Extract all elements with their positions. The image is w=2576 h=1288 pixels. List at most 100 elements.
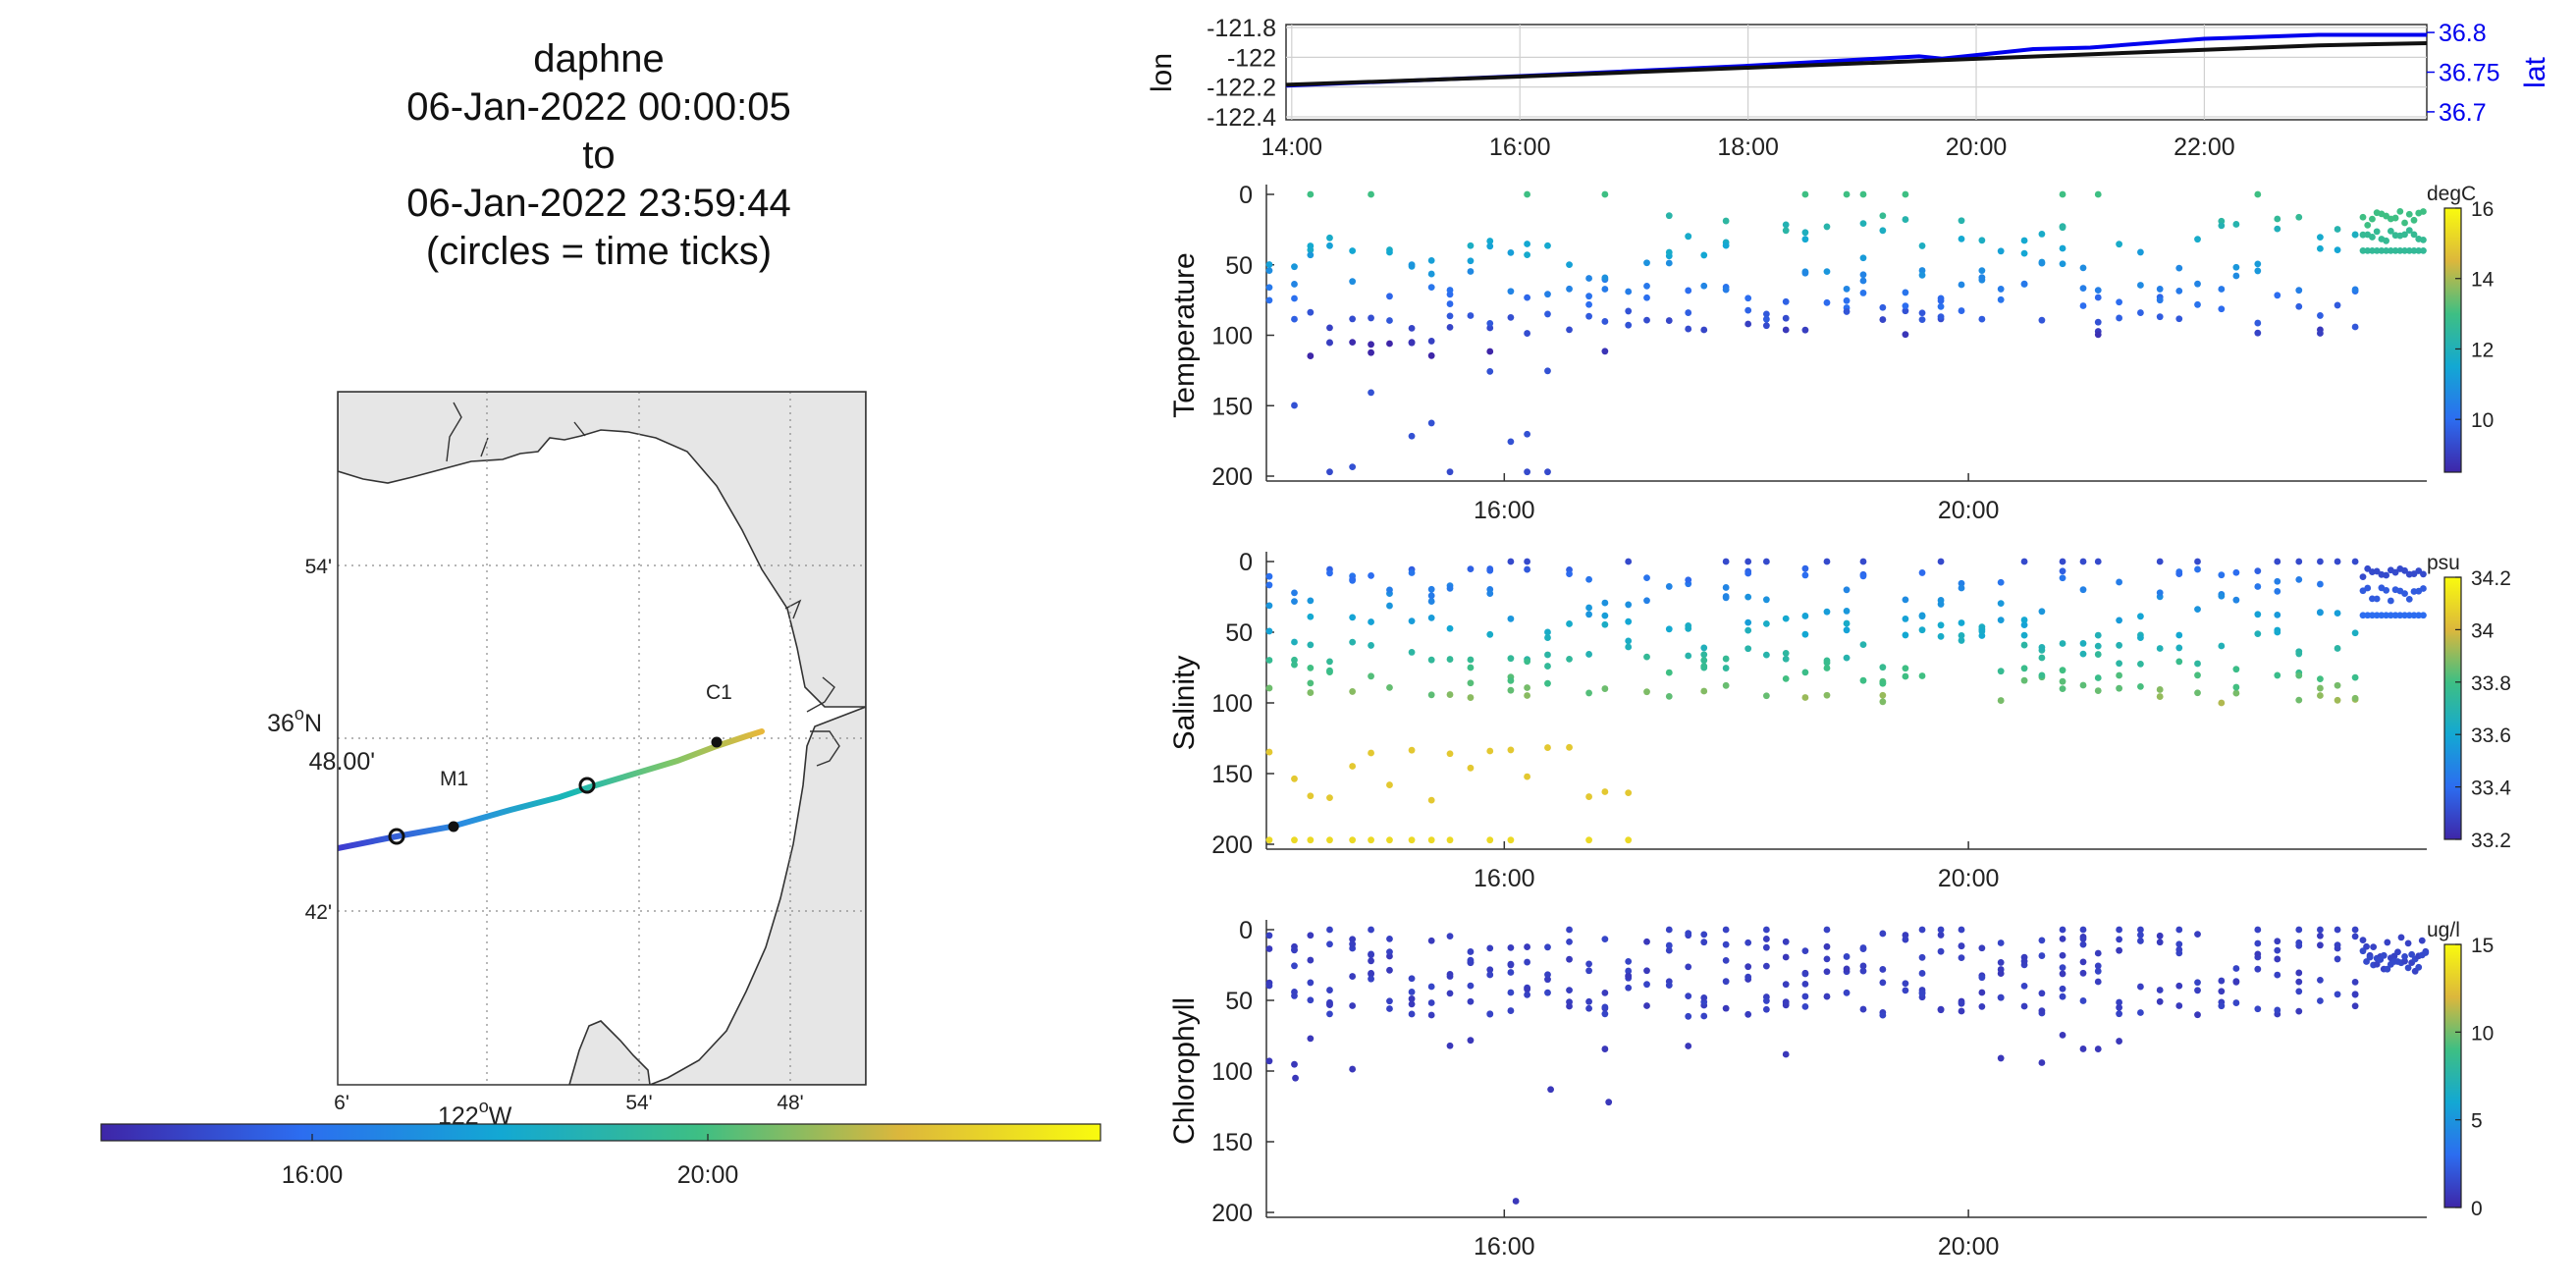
temperature-point (2369, 234, 2376, 241)
chlorophyll-point (1843, 989, 1851, 996)
temperature-point (2079, 285, 2087, 293)
chlorophyll-point (2384, 965, 2391, 973)
temperature-point (1524, 241, 1531, 247)
temperature-point (1544, 242, 1551, 249)
temperature-point (1685, 287, 1692, 295)
chlorophyll-point (1665, 982, 1673, 990)
chlorophyll-point (2079, 958, 2087, 966)
temperature-point (2232, 272, 2240, 280)
chlorophyll-point (2317, 932, 2324, 939)
chlorophyll-point (1782, 981, 1790, 989)
chlorophyll-point (2079, 935, 2087, 942)
salinity-point (2383, 571, 2390, 579)
salinity-point (1507, 558, 1515, 565)
chlorophyll-point (2422, 949, 2430, 956)
lat-axis-label: lat (2519, 56, 2551, 87)
salinity-point (2194, 606, 2201, 614)
salinity-point (1427, 691, 1435, 699)
salinity-point (1307, 664, 1315, 671)
station-m1-label: M1 (440, 768, 468, 790)
salinity-point (2420, 612, 2427, 619)
chlorophyll-point (2408, 950, 2416, 958)
salinity-point (1291, 836, 1298, 844)
chlorophyll-point (2020, 1002, 2028, 1010)
salinity-point (2420, 570, 2427, 578)
chlorophyll-point (2116, 998, 2123, 1006)
colorbar-tick-1600: 16:00 (282, 1161, 344, 1189)
chlorophyll-point (1801, 980, 1809, 988)
chlorophyll-point (1601, 1010, 1609, 1018)
temperature-point (1507, 313, 1515, 321)
salinity-point (2194, 558, 2201, 565)
salinity-point (1801, 564, 1809, 572)
temperature-point (1349, 247, 1357, 254)
salinity-point (2351, 558, 2359, 565)
salinity-point (1643, 574, 1650, 582)
depth-tick: 0 (1239, 917, 1253, 944)
salinity-point (1843, 608, 1851, 615)
salinity-point (2094, 558, 2102, 565)
salinity-point (1744, 558, 1752, 565)
temperature-point (1507, 248, 1515, 256)
salinity-point (1265, 627, 1273, 635)
chlorophyll-point (1625, 958, 1633, 965)
chlorophyll-point (1879, 930, 1887, 938)
temperature-point (2020, 280, 2028, 288)
chlorophyll-point (2274, 938, 2281, 945)
chlorophyll-point (1997, 970, 2005, 977)
chlorophyll-point (1685, 993, 1692, 1000)
chlorophyll-point (1386, 1005, 1393, 1012)
chlorophyll-point (1978, 944, 1986, 952)
temperature-point (2359, 213, 2367, 221)
temperature-point (2232, 221, 2240, 228)
salinity-point (2020, 617, 2028, 623)
time-tick: 20:00 (1938, 865, 2000, 892)
chlorophyll-point (1486, 944, 1494, 952)
salinity-point (1625, 601, 1633, 609)
salinity-point (1566, 655, 1573, 663)
chlorophyll-point (2079, 940, 2087, 948)
salinity-point (2415, 612, 2423, 619)
temperature-point (1307, 251, 1315, 259)
salinity-point (1601, 788, 1609, 795)
chlorophyll-point (1547, 1086, 1554, 1094)
salinity-point (1507, 655, 1515, 663)
salinity-point (1326, 667, 1333, 674)
salinity-point (1700, 663, 1708, 671)
colorbar-tick: 10 (2471, 1022, 2494, 1045)
temperature-point (2405, 210, 2413, 218)
chlorophyll-point (1823, 955, 1831, 963)
chlorophyll-point (1958, 942, 1965, 949)
salinity-point (1544, 628, 1551, 636)
temperature-point (1326, 242, 1333, 249)
chlorophyll-point (1744, 963, 1752, 971)
chlorophyll-point (1326, 987, 1333, 993)
salinity-point (1291, 638, 1298, 646)
chlorophyll-point (1326, 940, 1333, 948)
salinity-point (2059, 667, 2066, 674)
temperature-point (1446, 287, 1454, 294)
chlorophyll-point (1918, 970, 1926, 977)
salinity-point (1665, 625, 1673, 633)
chlorophyll-point (1902, 987, 1909, 994)
chlorophyll-point (1625, 972, 1633, 980)
temperature-point (1585, 275, 1592, 282)
temperature-point (2194, 236, 2201, 243)
temperature-point (2420, 236, 2427, 243)
salinity-point (1349, 638, 1357, 646)
salinity-point (1446, 656, 1454, 663)
chlorophyll-point (1601, 1046, 1609, 1052)
salinity-point (2059, 677, 2066, 685)
salinity-point (2079, 558, 2087, 565)
salinity-point (1958, 619, 1965, 626)
salinity-point (1601, 599, 1609, 607)
chlorophyll-point (1291, 946, 1298, 954)
temperature-point (1265, 267, 1273, 275)
chlorophyll-point (1685, 1043, 1692, 1049)
colorbar-tick: 16 (2471, 198, 2494, 221)
temperature-colorbar (2443, 207, 2462, 473)
salinity-point (1265, 581, 1273, 589)
temperature-point (2364, 221, 2372, 229)
temperature-point (1782, 227, 1790, 235)
chlorophyll-point (2079, 926, 2087, 934)
